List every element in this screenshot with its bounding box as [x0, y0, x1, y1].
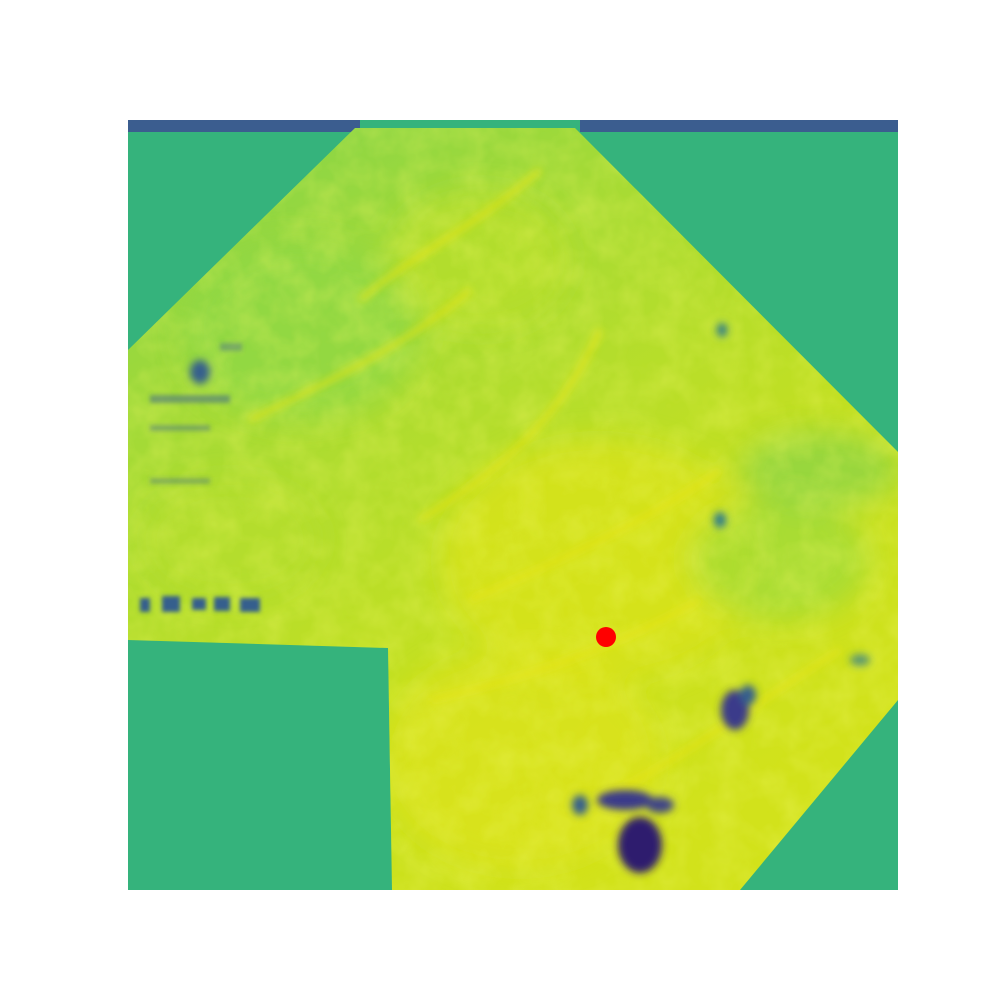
- location-marker: [596, 627, 616, 647]
- heightmap-top-edge-right: [580, 120, 898, 132]
- heightmap-bottom-left-flat: [128, 648, 386, 890]
- low-elevation-features: [140, 323, 870, 873]
- heightmap: [128, 120, 898, 890]
- heightmap-top-edge-left: [128, 120, 360, 132]
